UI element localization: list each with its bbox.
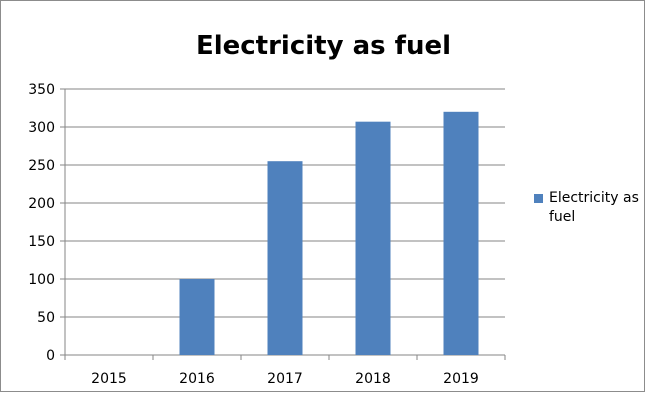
bar-2017: [267, 161, 303, 355]
y-tick-label: 300: [28, 120, 55, 136]
legend: Electricity as fuel: [534, 189, 644, 227]
legend-swatch: [534, 194, 543, 203]
bar-2016: [179, 279, 215, 355]
x-tick-label: 2017: [267, 371, 303, 387]
bar-2018: [355, 121, 391, 356]
y-tick-label: 350: [28, 82, 55, 98]
x-tick-label: 2016: [179, 371, 215, 387]
x-tick-label: 2015: [91, 371, 127, 387]
y-tick-label: 200: [28, 196, 55, 212]
y-tick-label: 250: [28, 158, 55, 174]
y-tick-label: 150: [28, 234, 55, 250]
y-tick-label: 100: [28, 272, 55, 288]
bar-2019: [443, 111, 479, 355]
chart-title: Electricity as fuel: [195, 31, 452, 61]
y-tick-label: 50: [37, 310, 55, 326]
y-tick-label: 0: [46, 348, 55, 364]
legend-label: Electricity as fuel: [549, 190, 639, 225]
x-tick-label: 2018: [355, 371, 391, 387]
x-tick-label: 2019: [443, 371, 479, 387]
